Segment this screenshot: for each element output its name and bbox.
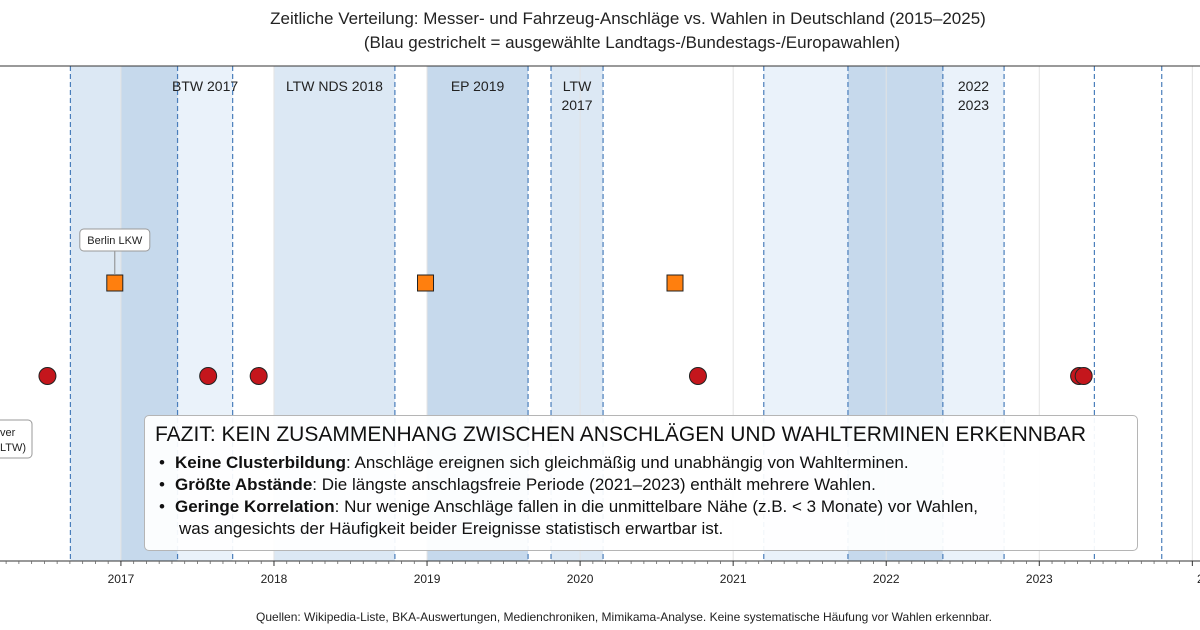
- source-note: Quellen: Wikipedia-Liste, BKA-Auswertung…: [256, 610, 992, 624]
- fazit-item-continuation: was angesichts der Häufigkeit beider Ere…: [179, 519, 724, 538]
- circle-marker: [249, 367, 268, 385]
- circle-marker: [38, 367, 57, 385]
- fazit-item-bold: Größte Abstände: [175, 475, 313, 494]
- tick-label: 2020: [567, 572, 594, 586]
- bullet-icon: •: [159, 475, 165, 494]
- fazit-item: • Größte Abstände: Die längste anschlagsf…: [155, 474, 1127, 496]
- fazit-title: FAZIT: KEIN ZUSAMMENHANG ZWISCHEN ANSCHL…: [155, 423, 1087, 446]
- fazit-item-bold: Geringe Korrelation: [175, 497, 335, 516]
- band-label: 2017: [561, 97, 592, 113]
- bullet-icon: •: [159, 453, 165, 472]
- fazit-list: • Keine Clusterbildung: Anschläge ereigne…: [155, 452, 1127, 540]
- annotation-text: LTW): [0, 442, 26, 454]
- annotation-text: ver: [0, 427, 16, 439]
- fazit-item: • Geringe Korrelation: Nur wenige Anschlä…: [155, 496, 1127, 540]
- tick-label: 2: [1197, 572, 1200, 586]
- event-markers: [38, 274, 1093, 385]
- band-label: BTW 2017: [172, 78, 238, 94]
- x-axis-ticks: 2017 2018 2019 2020 2021 2022 2023 2: [5, 561, 1200, 586]
- bullet-icon: •: [159, 497, 165, 516]
- fazit-box: FAZIT: KEIN ZUSAMMENHANG ZWISCHEN ANSCHL…: [144, 415, 1138, 551]
- tick-label: 2017: [108, 572, 135, 586]
- fazit-item-text: : Nur wenige Anschläge fallen in die unm…: [334, 497, 978, 516]
- annotation-text: Berlin LKW: [87, 235, 143, 247]
- fazit-item: • Keine Clusterbildung: Anschläge ereigne…: [155, 452, 1127, 474]
- band-label: 2022: [958, 78, 989, 94]
- circle-marker: [1074, 367, 1093, 385]
- square-marker: [417, 274, 435, 292]
- band-label: 2023: [958, 97, 989, 113]
- annotation-box: [79, 228, 151, 252]
- chart-title: Zeitliche Verteilung: Messer- und Fahrze…: [270, 9, 986, 28]
- circle-marker: [688, 367, 707, 385]
- tick-label: 2019: [414, 572, 441, 586]
- annotation-box: [0, 419, 33, 459]
- square-marker: [666, 274, 684, 292]
- tick-label: 2018: [261, 572, 288, 586]
- square-marker: [106, 274, 124, 292]
- tick-label: 2023: [1026, 572, 1053, 586]
- band-label: LTW NDS 2018: [286, 78, 383, 94]
- tick-label: 2021: [720, 572, 747, 586]
- fazit-item-text: : Anschläge ereignen sich gleichmäßig un…: [345, 453, 909, 472]
- band-label: LTW: [563, 78, 592, 94]
- fazit-item-bold: Keine Clusterbildung: [175, 453, 346, 472]
- chart-subtitle: (Blau gestrichelt = ausgewählte Landtags…: [364, 33, 900, 52]
- band-labels: BTW 2017 LTW NDS 2018 EP 2019 LTW 2017 2022 20…: [172, 78, 989, 113]
- fazit-item-text: : Die längste anschlagsfreie Periode (20…: [312, 475, 876, 494]
- tick-label: 2022: [873, 572, 900, 586]
- band-label: EP 2019: [451, 78, 505, 94]
- circle-marker: [199, 367, 218, 385]
- annotations: Berlin LKW ver LTW): [0, 228, 151, 459]
